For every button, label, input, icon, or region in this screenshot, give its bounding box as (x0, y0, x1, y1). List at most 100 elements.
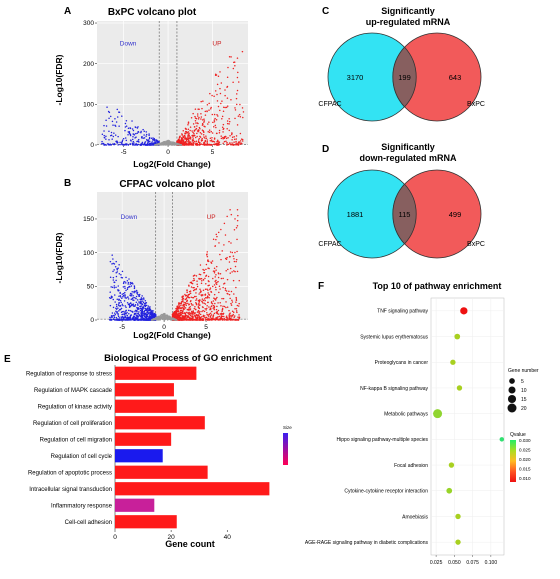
volcano-point (215, 269, 217, 271)
volcano-point (175, 308, 177, 310)
volcano-point (206, 104, 209, 106)
volcano-point (180, 300, 183, 303)
volcano-point (126, 311, 128, 314)
volcano-point (130, 282, 133, 285)
volcano-point (233, 293, 235, 295)
volcano-point (108, 130, 110, 132)
volcano-point (239, 103, 241, 106)
volcano-point (185, 317, 188, 319)
volcano-point (124, 291, 126, 294)
volcano-point (138, 293, 141, 296)
volcano-point (208, 313, 211, 315)
volcano-ytick-label: 50 (87, 284, 95, 291)
volcano-point (199, 132, 202, 134)
volcano-point (134, 310, 136, 313)
volcano-point (109, 291, 111, 293)
volcano-point (235, 140, 237, 143)
volcano-point (174, 318, 177, 321)
volcano-point (228, 261, 231, 263)
volcano-point (227, 66, 229, 69)
volcano-point (133, 287, 136, 290)
volcano-point (226, 86, 228, 88)
volcano-point (214, 276, 216, 278)
volcano-point (129, 310, 132, 312)
volcano-point (142, 128, 144, 131)
volcano-point (123, 300, 126, 302)
volcano-point (193, 307, 196, 310)
volcano-point (215, 283, 218, 286)
volcano-point (184, 307, 187, 309)
dot-point (460, 307, 468, 315)
dot-color-legend-label: 0.015 (519, 467, 531, 472)
go-legend-colorbar (283, 433, 288, 465)
volcano-point (213, 119, 216, 121)
volcano-point (213, 121, 216, 123)
volcano-point (115, 286, 117, 289)
volcano-point (113, 319, 116, 321)
volcano-point (207, 260, 210, 263)
volcano-point (115, 121, 118, 123)
volcano-point (208, 102, 210, 105)
volcano-point (145, 316, 148, 318)
volcano-point (125, 313, 127, 315)
dot-category-label: Metabolic pathways (384, 411, 428, 417)
volcano-point (115, 140, 117, 143)
volcano-point (141, 318, 143, 320)
volcano-point (141, 307, 143, 310)
volcano-point (230, 304, 233, 306)
volcano-point (111, 120, 114, 123)
dot-point (455, 513, 461, 520)
volcano-point (187, 134, 189, 136)
volcano-point (116, 305, 118, 308)
volcano-point (193, 277, 195, 280)
volcano-point (198, 273, 201, 276)
volcano-point (234, 251, 236, 254)
volcano-point (140, 300, 142, 303)
volcano-point (137, 303, 139, 305)
volcano-point (221, 318, 224, 321)
go-bar-category-label: Cell-cell adhesion (65, 520, 112, 526)
volcano-point (122, 317, 125, 319)
volcano-point (138, 295, 140, 297)
volcano-point (193, 126, 196, 128)
volcano-point (125, 297, 128, 299)
volcano-point (197, 141, 200, 143)
volcano-point (235, 227, 238, 229)
volcano-point (212, 300, 215, 302)
volcano-point (222, 123, 225, 126)
volcano-point (213, 306, 216, 309)
volcano-point (216, 83, 219, 86)
volcano-point (135, 295, 138, 298)
volcano-point (215, 288, 217, 291)
volcano-point (129, 294, 131, 296)
dot-color-legend-bar (510, 440, 516, 482)
volcano-point (205, 268, 207, 271)
volcano-point (208, 129, 211, 131)
volcano-point (186, 318, 188, 321)
volcano-point (213, 293, 216, 296)
volcano-point (206, 255, 209, 258)
volcano-point (190, 286, 193, 288)
volcano-b-title: CFPAC volcano plot (119, 179, 215, 190)
volcano-point (124, 129, 126, 132)
volcano-point (115, 308, 118, 310)
dot-color-legend-title: Qvalue (510, 432, 526, 438)
volcano-point (202, 142, 205, 144)
volcano-point (223, 305, 226, 308)
volcano-point (162, 144, 164, 146)
volcano-point (147, 312, 150, 315)
volcano-point (135, 132, 137, 135)
volcano-point (192, 112, 194, 115)
volcano-point (192, 134, 194, 137)
volcano-point (150, 142, 153, 144)
volcano-point (216, 310, 218, 313)
volcano-point (141, 303, 144, 305)
volcano-point (174, 142, 177, 145)
volcano-point (201, 315, 203, 318)
volcano-point (227, 136, 229, 139)
dot-category-label: Hippo signaling pathway-multiple species (337, 437, 429, 443)
volcano-point (228, 117, 230, 120)
venn-c-overlap (392, 46, 417, 108)
volcano-point (137, 126, 139, 128)
volcano-point (232, 144, 234, 146)
